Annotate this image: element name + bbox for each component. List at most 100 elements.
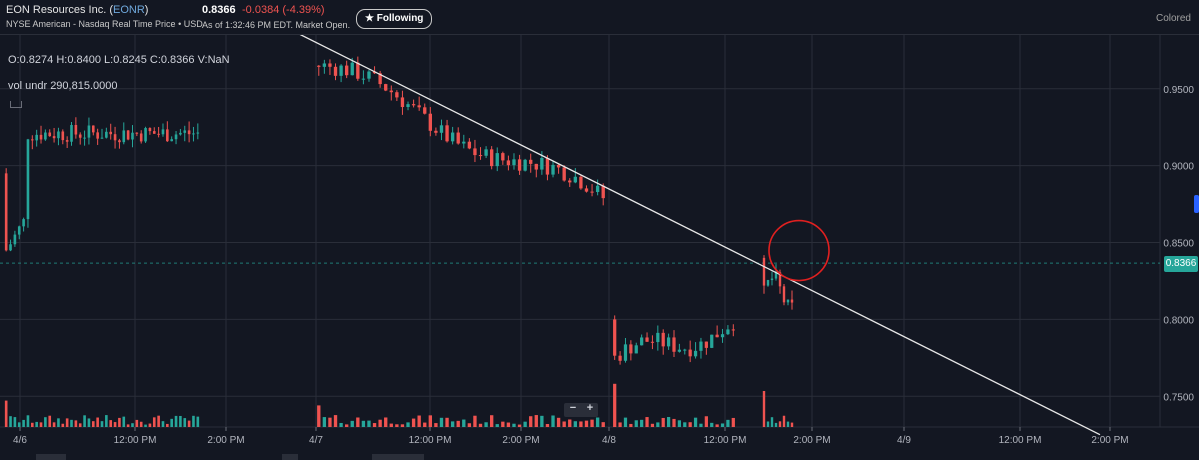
- time-tick-label: 4/9: [897, 435, 911, 446]
- candle-body: [770, 278, 774, 281]
- volume-bar: [715, 424, 719, 427]
- last-price: 0.8366: [202, 4, 236, 16]
- as-of-timestamp: As of 1:32:46 PM EDT. Market Open.: [202, 20, 351, 30]
- volume-bar: [613, 383, 617, 427]
- candle-body: [423, 107, 427, 114]
- volume-bar: [699, 423, 703, 427]
- collapse-icon[interactable]: [10, 101, 22, 108]
- volume-bar: [704, 416, 708, 427]
- candle-body: [118, 140, 121, 143]
- candle-body: [683, 349, 687, 351]
- candle-body: [462, 141, 466, 144]
- volume-bar: [4, 400, 8, 427]
- volume-bar: [183, 418, 187, 427]
- candle-body: [4, 173, 8, 251]
- volume-bar: [770, 417, 774, 427]
- candle-body: [573, 176, 577, 183]
- candle-body: [562, 167, 566, 181]
- candle-body: [91, 125, 95, 133]
- volume-bar: [710, 422, 714, 427]
- candle-body: [9, 244, 12, 251]
- volume-bar: [118, 417, 121, 427]
- ticker-link[interactable]: EONR: [112, 4, 145, 16]
- quote-header: EON Resources Inc. (EONR) NYSE American …: [0, 0, 1199, 35]
- overlays: [299, 35, 1101, 436]
- candle-body: [192, 133, 195, 135]
- candle-body: [540, 158, 544, 170]
- candle-body: [613, 319, 617, 356]
- candle-body: [699, 341, 703, 351]
- volume-bar: [395, 424, 399, 427]
- candle-body: [113, 134, 117, 141]
- volume-bar: [573, 421, 577, 427]
- candle-body: [13, 234, 17, 245]
- zoom-out-button[interactable]: −: [569, 402, 577, 414]
- volume-bar: [523, 421, 527, 427]
- candle-body: [720, 334, 725, 338]
- volume-bar: [731, 417, 735, 427]
- candle-body: [406, 104, 410, 108]
- bottom-tab[interactable]: [372, 454, 424, 460]
- candle-body: [174, 134, 178, 140]
- following-button[interactable]: ★ Following: [356, 9, 433, 29]
- volume-bar: [656, 422, 660, 427]
- candle-body: [450, 132, 455, 142]
- volume-bar: [579, 421, 583, 427]
- candle-body: [152, 131, 156, 134]
- volume-bar: [790, 422, 794, 427]
- candle-body: [183, 130, 187, 133]
- volume-bar: [9, 416, 12, 427]
- candle-body: [78, 134, 82, 138]
- candle-body: [367, 71, 371, 79]
- bottom-tab[interactable]: [282, 454, 298, 460]
- candle-body: [584, 188, 589, 192]
- candle-body: [17, 226, 21, 235]
- time-tick-label: 2:00 PM: [207, 435, 244, 446]
- candle-body: [83, 137, 86, 139]
- volume-bars: [4, 383, 794, 427]
- candle-body: [512, 159, 516, 166]
- volume-bar: [91, 421, 95, 427]
- candle-body: [131, 132, 134, 140]
- volume-bar: [562, 421, 566, 427]
- time-tick-label: 12:00 PM: [114, 435, 157, 446]
- candle-body: [187, 130, 191, 135]
- volume-bar: [367, 420, 371, 427]
- scroll-handle[interactable]: [1194, 195, 1199, 213]
- candle-body: [534, 163, 538, 170]
- volume-bar: [595, 417, 600, 427]
- volume-bar: [361, 420, 366, 427]
- candle-body: [688, 349, 692, 357]
- colored-toggle[interactable]: Colored: [1155, 13, 1191, 24]
- volume-bar: [44, 417, 47, 427]
- zoom-in-button[interactable]: +: [586, 402, 594, 414]
- candle-body: [161, 129, 165, 135]
- candle-body: [640, 337, 644, 346]
- volume-bar: [720, 423, 725, 427]
- price-chart[interactable]: 0.9500 0.9000 0.8500 0.8000 0.7500 4/6 12:00 …: [0, 35, 1199, 460]
- candle-body: [57, 131, 60, 139]
- volume-bar: [135, 419, 139, 427]
- candle-body: [434, 130, 438, 133]
- volume-bar: [144, 424, 147, 427]
- volume-bar: [517, 424, 522, 427]
- candle-body: [774, 272, 778, 279]
- volume-bar: [467, 423, 472, 427]
- volume-bar: [618, 422, 622, 427]
- volume-bar: [683, 422, 687, 427]
- price-tick-label: 0.8500: [1163, 239, 1194, 250]
- candle-body: [778, 272, 782, 287]
- candle-body: [634, 345, 638, 354]
- trendline: [299, 35, 1101, 436]
- volume-bar: [439, 417, 444, 427]
- volume-bar: [378, 419, 382, 427]
- bottom-tab[interactable]: [36, 454, 66, 460]
- volume-bar: [70, 419, 73, 427]
- candle-body: [52, 136, 56, 139]
- volume-bar: [766, 421, 770, 427]
- candle-body: [786, 299, 790, 303]
- candle-body: [790, 299, 794, 303]
- candle-body: [782, 286, 786, 303]
- volume-bar: [501, 421, 505, 427]
- candles: [4, 56, 794, 365]
